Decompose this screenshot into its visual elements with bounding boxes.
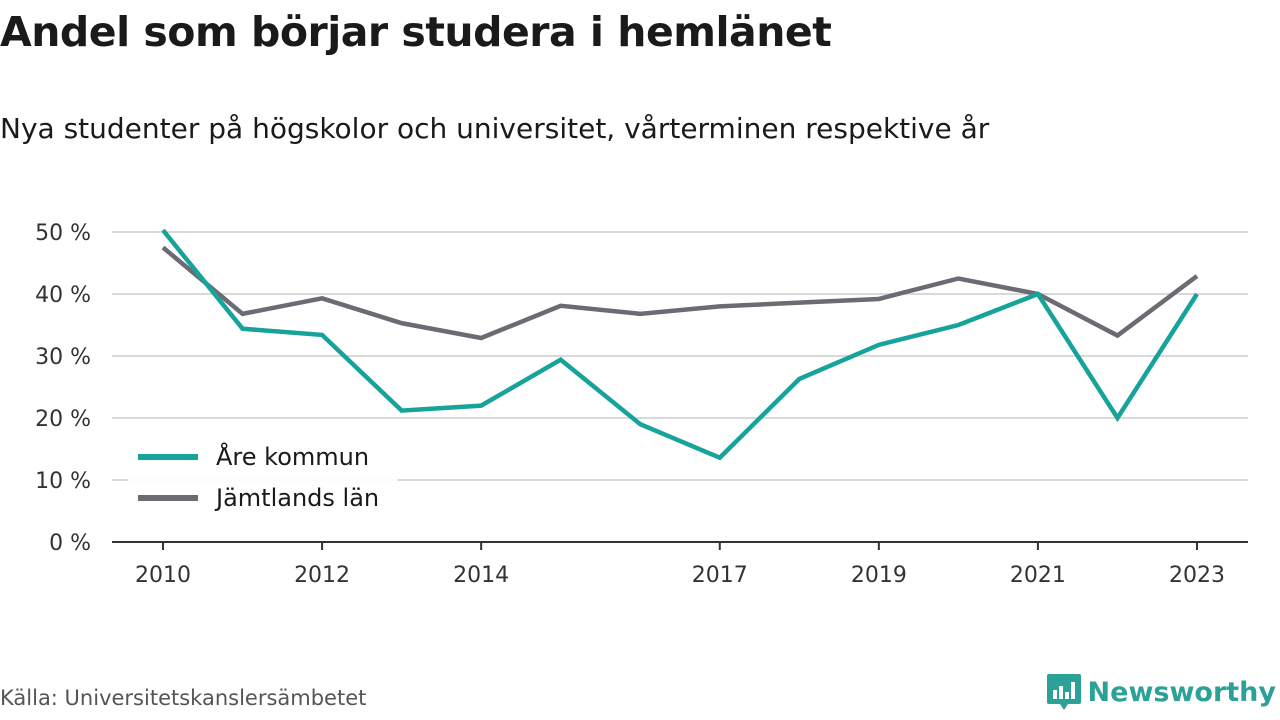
legend-background — [128, 432, 398, 518]
x-tick-label: 2019 — [851, 563, 907, 588]
x-tick-label: 2021 — [1010, 563, 1066, 588]
legend-label-2: Jämtlands län — [214, 484, 379, 512]
legend-label-1: Åre kommun — [216, 442, 369, 471]
series-line-2 — [161, 245, 1199, 341]
y-tick-label: 10 % — [35, 469, 91, 494]
y-tick-label: 50 % — [35, 221, 91, 246]
newsworthy-logo-text: Newsworthy — [1087, 676, 1276, 708]
x-tick-label: 2017 — [692, 563, 748, 588]
y-tick-label: 40 % — [35, 283, 91, 308]
x-tick-label: 2023 — [1169, 563, 1225, 588]
source-note: Källa: Universitetskanslersämbetet — [0, 686, 367, 710]
y-tick-label: 30 % — [35, 345, 91, 370]
x-tick-label: 2010 — [135, 563, 191, 588]
axes: 0 % 10 % 20 % 30 % 40 % 50 % 2010 2012 2014 2017 2… — [35, 221, 1248, 588]
y-tick-label: 0 % — [49, 531, 91, 556]
series-lines — [161, 228, 1199, 461]
x-tick-label: 2014 — [453, 563, 509, 588]
legend: Åre kommun Jämtlands län — [128, 432, 398, 518]
newsworthy-logo-icon — [1046, 674, 1081, 710]
x-tick-label: 2012 — [294, 563, 350, 588]
chart-subtitle: Nya studenter på högskolor och universit… — [0, 112, 990, 145]
series-line-1 — [161, 228, 1199, 461]
chart-title: Andel som börjar studera i hemlänet — [0, 8, 832, 56]
newsworthy-logo: Newsworthy — [1046, 672, 1276, 712]
y-tick-label: 20 % — [35, 407, 91, 432]
